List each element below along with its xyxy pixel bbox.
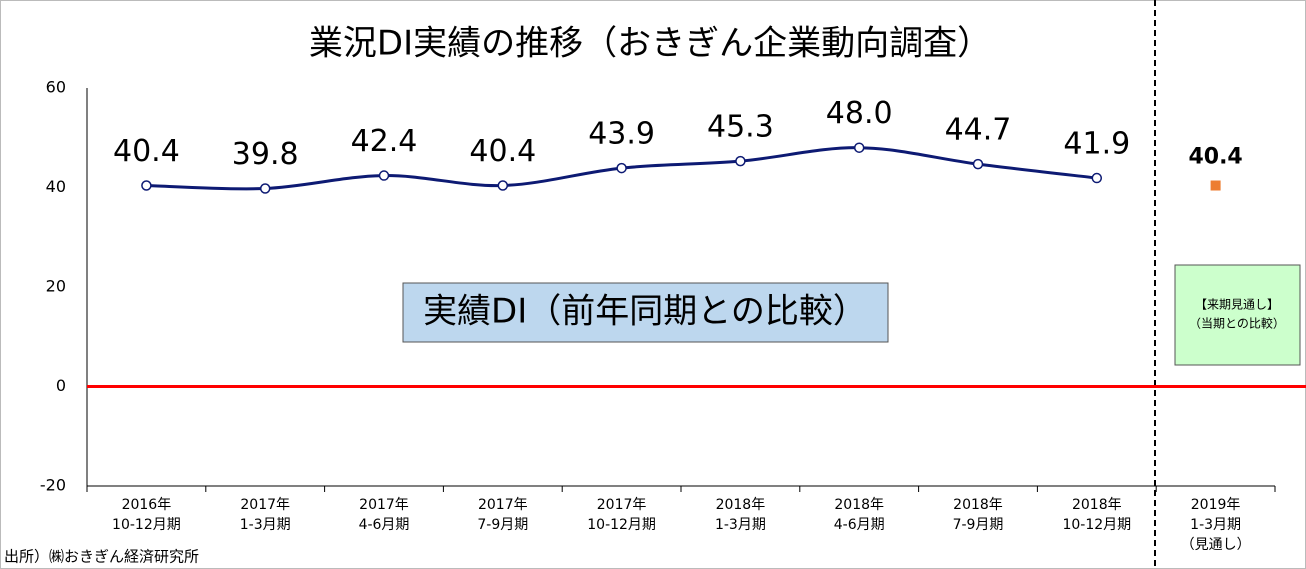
y-tick-label: 60 bbox=[46, 78, 66, 97]
annotation: 【来期見通し】 bbox=[1195, 298, 1279, 312]
x-tick-label: 7-9月期 bbox=[953, 517, 1004, 533]
x-tick-label: 4-6月期 bbox=[359, 517, 410, 533]
data-label: 48.0 bbox=[826, 96, 893, 131]
point bbox=[497, 180, 509, 191]
annotation-box bbox=[1174, 264, 1301, 366]
x-tick-label: 10-12月期 bbox=[1062, 517, 1131, 533]
point bbox=[853, 142, 865, 153]
annotation: 実績DI（前年同期との比較） bbox=[423, 292, 867, 332]
x-tick-label: （見通し） bbox=[1181, 537, 1251, 553]
x-tick-label: 1-3月期 bbox=[715, 517, 766, 533]
x-tick-label: 10-12月期 bbox=[112, 517, 181, 533]
x-tick-label: 1-3月期 bbox=[1190, 517, 1241, 533]
x-tick-label: 1-3月期 bbox=[240, 517, 291, 533]
x-tick-label: 4-6月期 bbox=[834, 517, 885, 533]
y-tick-label: 20 bbox=[46, 277, 66, 296]
y-tick-label: -20 bbox=[40, 476, 66, 495]
data-label: 45.3 bbox=[707, 110, 774, 145]
data-label: 43.9 bbox=[588, 117, 655, 152]
x-tick-label: 2018年 bbox=[716, 497, 766, 513]
source: 出所）㈱おきぎん経済研究所 bbox=[4, 548, 199, 566]
annotation-box bbox=[402, 282, 889, 343]
x-tick-label: 2019年 bbox=[1191, 497, 1241, 513]
data-label: 42.4 bbox=[351, 124, 418, 159]
data-label: 39.8 bbox=[232, 137, 299, 172]
x-tick-label: 2017年 bbox=[240, 497, 290, 513]
y-tick-label: 40 bbox=[46, 177, 66, 196]
data-label: 40.4 bbox=[1188, 145, 1242, 170]
x-tick-label: 2018年 bbox=[1072, 497, 1122, 513]
data-label: 40.4 bbox=[469, 134, 536, 169]
point bbox=[972, 158, 984, 170]
x-tick-label: 2016年 bbox=[122, 497, 172, 513]
x-tick-label: 2018年 bbox=[834, 497, 884, 513]
data-label: 40.4 bbox=[113, 134, 180, 169]
x-tick-label: 2018年 bbox=[953, 497, 1003, 513]
point bbox=[735, 155, 746, 167]
data-label: 41.9 bbox=[1063, 127, 1130, 162]
forecast-point bbox=[1210, 180, 1221, 191]
point bbox=[141, 180, 152, 191]
x-tick-label: 2017年 bbox=[478, 497, 528, 513]
x-tick-label: 7-9月期 bbox=[477, 517, 528, 533]
y-tick-label: 0 bbox=[56, 376, 66, 395]
chart-title: 業況DI実績の推移（おきぎん企業動向調査） bbox=[309, 24, 991, 64]
annotation: （当期との比較） bbox=[1189, 316, 1285, 331]
x-tick-label: 2017年 bbox=[597, 497, 647, 513]
point bbox=[616, 162, 627, 174]
point bbox=[378, 170, 390, 181]
point bbox=[1091, 172, 1103, 184]
x-tick-label: 10-12月期 bbox=[587, 517, 656, 533]
x-tick-label: 2017年 bbox=[359, 497, 409, 513]
point bbox=[259, 183, 271, 194]
data-label: 44.7 bbox=[945, 113, 1012, 148]
